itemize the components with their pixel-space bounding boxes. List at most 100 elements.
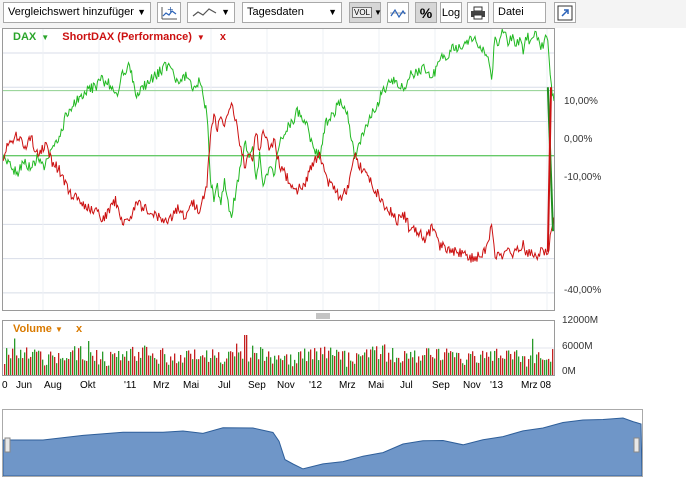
volume-bar (148, 355, 150, 375)
volume-bar (66, 358, 68, 375)
volume-bar (182, 362, 184, 375)
panel-resize-handle[interactable] (316, 313, 330, 319)
file-dropdown[interactable]: Datei (493, 2, 546, 23)
file-label: Datei (498, 6, 524, 18)
indicator-button[interactable] (387, 2, 409, 23)
volume-bar (346, 366, 348, 375)
volume-y-label: 0M (562, 366, 576, 377)
volume-bar (516, 350, 518, 375)
volume-bar (108, 365, 110, 375)
volume-bar (390, 359, 392, 375)
y-tick-label: 0,00% (564, 134, 593, 145)
volume-bar (530, 355, 532, 375)
legend-dax-dropdown-icon[interactable]: ▼ (41, 33, 50, 42)
x-tick-label: 0 (2, 380, 8, 391)
volume-bar (436, 349, 438, 375)
print-button[interactable] (467, 2, 489, 23)
volume-bar (482, 350, 484, 375)
volume-bar (462, 363, 464, 375)
legend-volume-remove[interactable]: x (75, 323, 83, 335)
volume-bar (238, 352, 240, 375)
volume-bar (114, 353, 116, 375)
volume-bar (132, 346, 134, 375)
volume-bar (372, 346, 374, 375)
volume-bar (50, 351, 52, 375)
volume-bar (30, 356, 32, 375)
volume-bar (32, 351, 34, 375)
main-chart-svg[interactable] (3, 29, 554, 310)
navigator-panel[interactable] (2, 409, 643, 477)
legend-volume[interactable]: Volume (13, 323, 52, 335)
legend-shortdax[interactable]: ShortDAX (Performance) (62, 31, 192, 43)
x-tick-label: Nov (463, 380, 481, 391)
volume-bar (222, 364, 224, 375)
volume-bar (392, 348, 394, 375)
volume-bar (138, 351, 140, 375)
volume-bar (6, 348, 8, 375)
indicator-add-button[interactable]: + (157, 2, 181, 23)
volume-bar (246, 335, 248, 375)
period-dropdown[interactable]: Tagesdaten ▼ (242, 2, 342, 23)
volume-bar (508, 350, 510, 375)
x-tick-label: Sep (248, 380, 266, 391)
volume-chart-svg[interactable] (3, 321, 554, 375)
volume-bar (318, 360, 320, 375)
volume-bar (140, 357, 142, 375)
legend-dax[interactable]: DAX (13, 31, 37, 43)
volume-bar (284, 355, 286, 375)
percent-toggle-button[interactable]: % (415, 2, 437, 23)
volume-bar (290, 354, 292, 375)
fullscreen-button[interactable] (554, 2, 576, 23)
volume-bar (84, 360, 86, 375)
volume-bar (64, 360, 66, 375)
log-toggle-button[interactable]: Log (440, 2, 462, 23)
volume-bar (512, 359, 514, 375)
y-tick-label: -40,00% (564, 285, 602, 296)
volume-toggle-button[interactable]: VOL ▼ (349, 2, 382, 23)
volume-bar (176, 363, 178, 375)
wave-icon (390, 8, 406, 18)
volume-bar (264, 360, 266, 375)
volume-bar (428, 348, 430, 375)
chevron-down-icon: ▼ (137, 7, 146, 17)
volume-bar (144, 345, 146, 375)
compare-dropdown[interactable]: Vergleichswert hinzufügen ▼ (3, 2, 151, 23)
x-tick-label: Aug (44, 380, 62, 391)
volume-bar (16, 355, 18, 375)
volume-bar (438, 348, 440, 375)
volume-bar (296, 363, 298, 375)
volume-bar (394, 362, 396, 375)
volume-bar (72, 350, 74, 375)
volume-bar (46, 364, 48, 375)
x-tick-label: Jul (400, 380, 413, 391)
legend-shortdax-remove[interactable]: x (219, 31, 227, 43)
volume-bar (490, 351, 492, 375)
x-tick-label: Mrz (153, 380, 170, 391)
navigator-chart-svg[interactable] (3, 410, 642, 476)
volume-bar (76, 360, 78, 375)
volume-bar (234, 356, 236, 375)
volume-bar (324, 346, 326, 375)
volume-bar (548, 358, 550, 375)
chart-type-dropdown[interactable]: ▼ (187, 2, 235, 23)
legend-volume-dropdown-icon[interactable]: ▼ (54, 325, 63, 334)
volume-bar (52, 355, 54, 375)
main-chart-panel[interactable] (2, 28, 555, 311)
volume-bar (40, 351, 42, 375)
volume-bar (208, 361, 210, 375)
legend-shortdax-dropdown-icon[interactable]: ▼ (196, 33, 205, 42)
volume-bar (58, 353, 60, 375)
volume-bar (124, 356, 126, 375)
volume-bar (26, 347, 28, 375)
volume-bar (452, 352, 454, 375)
volume-bar (152, 353, 154, 375)
volume-bar (312, 359, 314, 375)
volume-bar (196, 359, 198, 375)
volume-bar (110, 351, 112, 375)
volume-bar (34, 349, 36, 375)
volume-bar (142, 347, 144, 375)
volume-bar (304, 348, 306, 375)
volume-panel[interactable] (2, 320, 555, 376)
volume-bar (236, 343, 238, 375)
volume-bar (302, 358, 304, 375)
